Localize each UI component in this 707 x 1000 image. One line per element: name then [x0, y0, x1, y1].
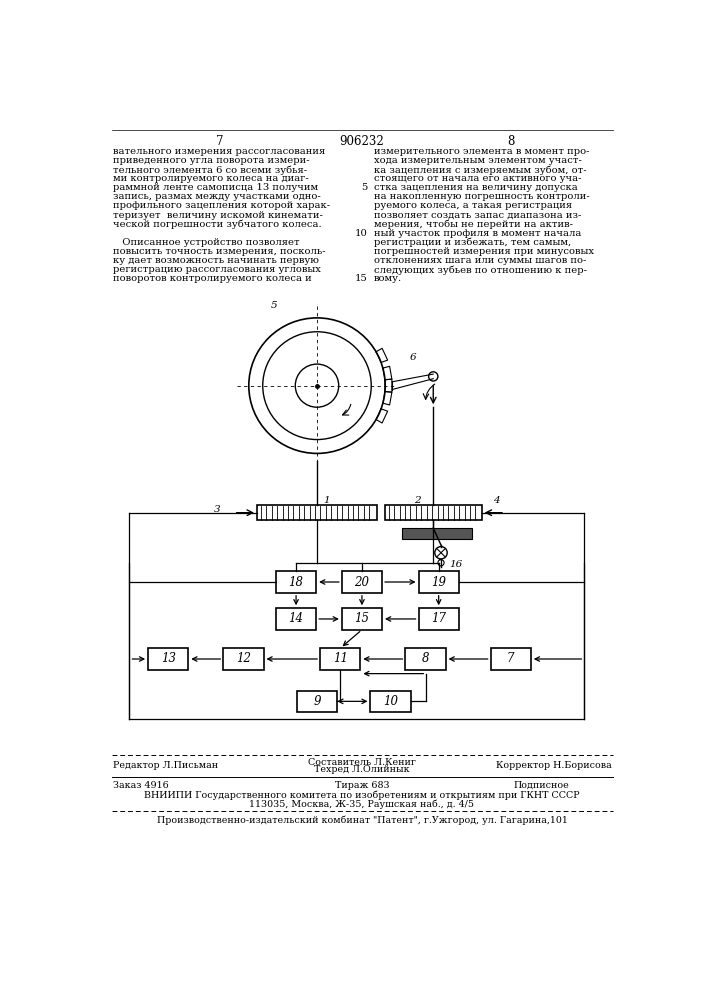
- Text: 4: 4: [493, 496, 500, 505]
- Text: Заказ 4916: Заказ 4916: [113, 781, 169, 790]
- Text: 18: 18: [288, 576, 303, 588]
- Text: 17: 17: [431, 612, 446, 625]
- Text: Техред Л.Олийнык: Техред Л.Олийнык: [314, 765, 410, 774]
- Bar: [341, 571, 382, 593]
- Text: приведенного угла поворота измери-: приведенного угла поворота измери-: [113, 156, 310, 165]
- Text: 7: 7: [507, 652, 515, 666]
- Bar: [419, 571, 459, 593]
- Text: позволяет создать запас диапазона из-: позволяет создать запас диапазона из-: [373, 211, 581, 220]
- Text: теризует  величину искомой кинемати-: теризует величину искомой кинемати-: [113, 211, 323, 220]
- Text: следующих зубьев по отношению к пер-: следующих зубьев по отношению к пер-: [373, 265, 587, 275]
- Text: ВНИИПИ Государственного комитета по изобретениям и открытиям при ГКНТ СССР: ВНИИПИ Государственного комитета по изоб…: [144, 791, 580, 800]
- Text: Корректор Н.Борисова: Корректор Н.Борисова: [496, 761, 612, 770]
- Bar: [223, 648, 264, 670]
- Text: руемого колеса, а такая регистрация: руемого колеса, а такая регистрация: [373, 201, 572, 210]
- Text: 6: 6: [410, 353, 416, 362]
- Text: раммной ленте самописца 13 получим: раммной ленте самописца 13 получим: [113, 183, 318, 192]
- Text: 16: 16: [450, 560, 463, 569]
- Text: ку дает возможность начинать первую: ку дает возможность начинать первую: [113, 256, 319, 265]
- Bar: [385, 505, 481, 520]
- Bar: [405, 648, 445, 670]
- Text: 1: 1: [323, 496, 330, 505]
- Text: погрешностей измерения при минусовых: погрешностей измерения при минусовых: [373, 247, 594, 256]
- Text: стоящего от начала его активного уча-: стоящего от начала его активного уча-: [373, 174, 581, 183]
- Text: 14: 14: [288, 612, 303, 625]
- Text: 19: 19: [431, 576, 446, 588]
- Text: ми контролируемого колеса на диаг-: ми контролируемого колеса на диаг-: [113, 174, 309, 183]
- Text: Описанное устройство позволяет: Описанное устройство позволяет: [113, 238, 300, 247]
- Text: профильного зацепления которой харак-: профильного зацепления которой харак-: [113, 201, 330, 210]
- Text: мерения, чтобы не перейти на актив-: мерения, чтобы не перейти на актив-: [373, 220, 573, 229]
- Text: отклонениях шага или суммы шагов по-: отклонениях шага или суммы шагов по-: [373, 256, 586, 265]
- Text: на накопленную погрешность контроли-: на накопленную погрешность контроли-: [373, 192, 590, 201]
- Text: хода измерительным элементом участ-: хода измерительным элементом участ-: [373, 156, 581, 165]
- Text: ческой погрешности зубчатого колеса.: ческой погрешности зубчатого колеса.: [113, 220, 322, 229]
- Text: 5: 5: [271, 301, 277, 310]
- Text: ный участок профиля в момент начала: ный участок профиля в момент начала: [373, 229, 581, 238]
- Text: 113035, Москва, Ж-35, Раушская наб., д. 4/5: 113035, Москва, Ж-35, Раушская наб., д. …: [250, 799, 474, 809]
- Bar: [297, 691, 337, 712]
- Text: тельного элемента 6 со всеми зубья-: тельного элемента 6 со всеми зубья-: [113, 165, 308, 175]
- Text: Редактор Л.Письман: Редактор Л.Письман: [113, 761, 218, 770]
- Text: регистрации и избежать, тем самым,: регистрации и избежать, тем самым,: [373, 238, 571, 247]
- Text: 3: 3: [214, 505, 221, 514]
- Text: 8: 8: [507, 135, 515, 148]
- Text: 7: 7: [216, 135, 224, 148]
- Text: запись, размах между участками одно-: запись, размах между участками одно-: [113, 192, 321, 201]
- Bar: [276, 608, 316, 630]
- Bar: [370, 691, 411, 712]
- Text: 10: 10: [383, 695, 398, 708]
- Text: 9: 9: [313, 695, 321, 708]
- Bar: [419, 608, 459, 630]
- Text: 2: 2: [414, 496, 421, 505]
- Text: регистрацию рассогласования угловых: регистрацию рассогласования угловых: [113, 265, 321, 274]
- Bar: [148, 648, 188, 670]
- Bar: [320, 648, 361, 670]
- Text: вательного измерения рассогласования: вательного измерения рассогласования: [113, 147, 325, 156]
- Bar: [257, 505, 377, 520]
- Text: 906232: 906232: [339, 135, 385, 148]
- Text: Составитель Л.Кениг: Составитель Л.Кениг: [308, 758, 416, 767]
- Text: Тираж 683: Тираж 683: [334, 781, 390, 790]
- Text: поворотов контролируемого колеса и: поворотов контролируемого колеса и: [113, 274, 312, 283]
- Text: 11: 11: [333, 652, 348, 666]
- Text: 12: 12: [236, 652, 251, 666]
- Text: 8: 8: [422, 652, 429, 666]
- Bar: [402, 528, 472, 539]
- Text: Подписное: Подписное: [513, 781, 569, 790]
- Bar: [276, 571, 316, 593]
- Text: Производственно-издательский комбинат "Патент", г.Ужгород, ул. Гагарина,101: Производственно-издательский комбинат "П…: [156, 815, 568, 825]
- Text: 15: 15: [354, 612, 370, 625]
- Text: вому.: вому.: [373, 274, 402, 283]
- Bar: [491, 648, 531, 670]
- Text: 5: 5: [361, 183, 368, 192]
- Bar: [341, 608, 382, 630]
- Text: 10: 10: [354, 229, 368, 238]
- Text: 15: 15: [354, 274, 368, 283]
- Text: 20: 20: [354, 576, 370, 588]
- Text: стка зацепления на величину допуска: стка зацепления на величину допуска: [373, 183, 578, 192]
- Text: повысить точность измерения, посколь-: повысить точность измерения, посколь-: [113, 247, 326, 256]
- Text: 13: 13: [160, 652, 176, 666]
- Text: измерительного элемента в момент про-: измерительного элемента в момент про-: [373, 147, 589, 156]
- Text: ка зацепления с измеряемым зубом, от-: ка зацепления с измеряемым зубом, от-: [373, 165, 586, 175]
